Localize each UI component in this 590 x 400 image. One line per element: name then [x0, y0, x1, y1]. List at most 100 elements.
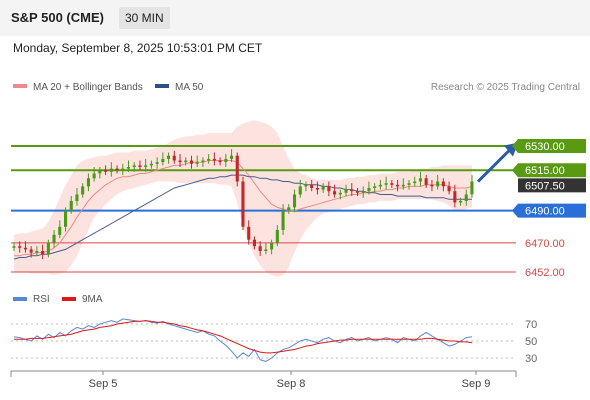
- candle-body: [161, 158, 165, 163]
- candle-body: [373, 186, 377, 188]
- ma20-legend-swatch: [13, 84, 27, 88]
- last-price-tag: [518, 178, 586, 193]
- candle-body: [413, 181, 417, 184]
- candle-body: [252, 239, 256, 247]
- rsi-tick-label: 30: [525, 353, 537, 365]
- candle-body: [401, 184, 405, 187]
- candle-body: [218, 160, 222, 163]
- candle-body: [155, 162, 159, 164]
- candle-body: [350, 189, 354, 192]
- candle-body: [18, 246, 22, 248]
- ma20-legend-label: MA 20 + Bollinger Bands: [33, 82, 143, 93]
- candle-body: [327, 186, 331, 192]
- x-tick-label: Sep 8: [277, 378, 306, 390]
- candle-body: [361, 191, 365, 193]
- candle-body: [132, 165, 136, 167]
- ma50-legend-label: MA 50: [175, 82, 204, 93]
- candle-body: [390, 183, 394, 185]
- candle-body: [447, 186, 451, 192]
- candle-body: [407, 183, 411, 185]
- candle-body: [281, 210, 285, 230]
- ma20-line: [14, 160, 473, 257]
- candle-body: [258, 246, 262, 251]
- candle-body: [459, 200, 463, 203]
- candle-body: [207, 158, 211, 161]
- candle-body: [104, 170, 108, 172]
- candle-body: [304, 184, 308, 187]
- candle-body: [264, 249, 268, 251]
- rsi-legend-label: RSI: [33, 294, 50, 305]
- candle-body: [81, 186, 85, 195]
- candle-body: [338, 192, 342, 195]
- candle-body: [212, 158, 216, 161]
- candle-body: [235, 155, 239, 182]
- candle-body: [41, 251, 45, 255]
- candle-body: [149, 163, 153, 166]
- candle-body: [470, 181, 474, 195]
- credit-label: Research © 2025 Trading Central: [431, 82, 580, 93]
- level-tag-6490.00: [512, 203, 586, 218]
- rsi-ma-line: [14, 320, 473, 354]
- candle-body: [270, 242, 274, 250]
- chart-datetime: Monday, September 8, 2025 10:53:01 PM CE…: [13, 41, 263, 55]
- candle-body: [298, 186, 302, 195]
- rsi-tick-label: 50: [525, 336, 537, 348]
- candle-body: [86, 178, 90, 187]
- candle-body: [315, 188, 319, 190]
- candle-body: [172, 155, 176, 161]
- candle-body: [275, 230, 279, 243]
- forecast-arrow: [476, 146, 514, 183]
- candle-body: [144, 165, 148, 167]
- candle-body: [29, 249, 33, 253]
- candle-body: [230, 155, 234, 159]
- ma50-line: [13, 174, 472, 260]
- candle-body: [23, 247, 27, 250]
- x-tick-label: Sep 5: [89, 378, 118, 390]
- rsi-tick-label: 70: [525, 319, 537, 331]
- candle-body: [418, 178, 422, 182]
- ma50-legend-swatch: [155, 84, 169, 88]
- level-label-6452.00: 6452.00: [525, 267, 565, 279]
- candle-body: [98, 170, 102, 174]
- chart-header: S&P 500 (CME) 30 MIN: [0, 0, 590, 36]
- candle-body: [424, 178, 428, 185]
- candle-body: [436, 181, 440, 187]
- level-label-6470.00: 6470.00: [525, 238, 565, 250]
- candle-body: [138, 165, 142, 167]
- candle-body: [247, 226, 251, 240]
- timeframe-badge[interactable]: 30 MIN: [119, 7, 170, 29]
- candle-body: [115, 168, 119, 171]
- level-tag-6530.00: [512, 139, 586, 153]
- candle-body: [367, 188, 371, 192]
- candle-body: [126, 167, 130, 169]
- candle-body: [184, 160, 188, 163]
- candle-body: [441, 181, 445, 187]
- level-label-6515.00: 6515.00: [525, 165, 565, 177]
- candle-body: [396, 184, 400, 187]
- candle-body: [224, 158, 228, 163]
- candle-body: [195, 162, 199, 164]
- level-label-6530.00: 6530.00: [525, 141, 565, 153]
- candle-body: [69, 200, 73, 211]
- candle-body: [333, 191, 337, 195]
- candle-body: [52, 234, 56, 243]
- candle-body: [430, 184, 434, 187]
- candle-body: [189, 160, 193, 164]
- candle-body: [92, 173, 96, 179]
- candle-body: [384, 183, 388, 185]
- candle-body: [64, 210, 68, 227]
- candle-body: [310, 184, 314, 188]
- instrument-title: S&P 500 (CME): [11, 10, 104, 25]
- level-label-6490.00: 6490.00: [525, 206, 565, 218]
- candle-body: [35, 251, 39, 253]
- candle-body: [453, 191, 457, 203]
- candle-body: [201, 160, 205, 163]
- candle-body: [46, 242, 50, 255]
- candle-body: [241, 181, 245, 227]
- candle-body: [178, 160, 182, 163]
- rsi-ma-legend-swatch: [62, 297, 76, 301]
- candle-body: [355, 191, 359, 193]
- candle-body: [378, 184, 382, 187]
- candle-body: [293, 194, 297, 208]
- candle-body: [464, 194, 468, 201]
